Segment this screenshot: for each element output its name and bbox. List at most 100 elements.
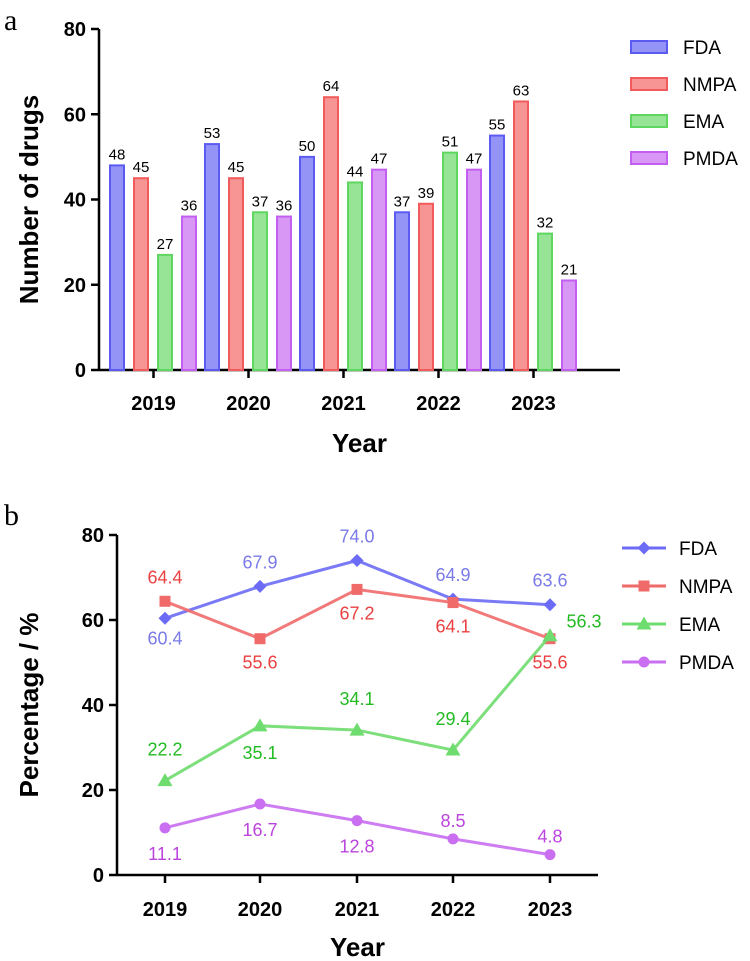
bar-value-label: 63 <box>513 82 530 99</box>
point-nmpa-2021 <box>351 583 363 595</box>
point-fda-2021 <box>350 554 364 567</box>
y-tick-label: 20 <box>82 780 104 802</box>
legend-marker-pmda <box>638 656 650 668</box>
point-ema-2021 <box>349 722 365 736</box>
point-value-label: 8.5 <box>440 811 465 831</box>
point-pmda-2023 <box>544 849 556 861</box>
y-tick-label: 60 <box>64 104 86 126</box>
bar-value-label: 45 <box>228 159 245 176</box>
point-pmda-2020 <box>254 798 266 810</box>
bar-value-label: 39 <box>418 185 435 202</box>
bar-value-label: 64 <box>323 78 340 95</box>
bar-pmda-2022 <box>466 168 482 371</box>
legend-label-pmda: PMDA <box>679 653 734 674</box>
legend-swatch-ema <box>630 114 668 128</box>
bar-value-label: 51 <box>442 134 459 151</box>
x-tick-label: 2020 <box>226 393 271 415</box>
point-value-label: 64.1 <box>435 617 470 637</box>
point-fda-2023 <box>543 598 557 612</box>
point-value-label: 74.0 <box>339 527 374 547</box>
legend-marker-nmpa <box>638 580 650 592</box>
x-axis-title: Year <box>330 932 385 961</box>
panel-a-bar-chart: a 0 20 40 60 80 2019 48 45 27 36 2020 53 45 37 36 2021 50… <box>4 4 738 458</box>
x-tick-label: 2019 <box>131 393 176 415</box>
point-value-label: 12.8 <box>339 837 374 857</box>
bar-value-label: 47 <box>466 151 483 168</box>
legend-swatch-fda <box>630 40 668 54</box>
x-tick-label: 2021 <box>321 393 366 415</box>
panel-letter-b: b <box>4 499 19 532</box>
legend-label-fda: FDA <box>683 38 721 59</box>
bar-value-label: 36 <box>181 198 198 215</box>
bar-pmda-2021 <box>371 168 387 371</box>
bar-value-label: 47 <box>371 151 388 168</box>
y-tick-label: 40 <box>82 695 104 717</box>
point-value-label: 67.2 <box>339 603 374 623</box>
point-value-label: 34.1 <box>339 689 374 709</box>
point-value-label: 11.1 <box>148 844 182 864</box>
bar-nmpa-2019 <box>133 177 149 371</box>
legend-label-fda: FDA <box>679 539 717 560</box>
y-tick-label: 0 <box>93 865 104 887</box>
bar-fda-2020 <box>204 143 220 371</box>
bar-value-label: 37 <box>394 193 411 210</box>
bar-ema-2019 <box>157 253 173 372</box>
bar-ema-2022 <box>442 151 458 371</box>
panel-letter-a: a <box>4 4 17 37</box>
point-value-label: 67.9 <box>242 552 277 572</box>
bar-pmda-2020 <box>276 215 292 371</box>
point-ema-2023 <box>542 628 558 642</box>
bar-ema-2021 <box>347 181 363 371</box>
point-value-label: 4.8 <box>537 827 562 847</box>
bar-fda-2022 <box>394 211 410 371</box>
point-pmda-2019 <box>159 822 171 834</box>
point-value-label: 56.3 <box>566 612 601 632</box>
legend-label-pmda: PMDA <box>683 149 738 170</box>
point-ema-2020 <box>252 718 268 732</box>
y-axis-title: Percentage / % <box>14 613 44 798</box>
bar-fda-2019 <box>109 164 125 371</box>
bar-fda-2023 <box>489 134 505 371</box>
y-tick-label: 40 <box>64 190 86 212</box>
legend-label-nmpa: NMPA <box>683 75 737 96</box>
point-value-label: 63.6 <box>532 571 567 591</box>
bar-value-label: 48 <box>109 146 126 163</box>
y-tick-label: 80 <box>64 19 86 41</box>
point-value-label: 55.6 <box>242 653 277 673</box>
panel-b-line-chart: b 0 20 40 60 80 2019 2020 2021 2022 2023 60.4 67.9 74… <box>4 499 734 961</box>
point-nmpa-2022 <box>447 597 459 609</box>
bar-value-label: 21 <box>561 261 578 278</box>
point-value-label: 55.6 <box>532 653 567 673</box>
bar-value-label: 36 <box>276 198 293 215</box>
bar-value-label: 37 <box>252 193 269 210</box>
bar-value-label: 45 <box>133 159 150 176</box>
point-nmpa-2019 <box>159 595 171 607</box>
y-tick-label: 80 <box>82 525 104 547</box>
point-ema-2019 <box>157 773 173 787</box>
y-tick-label: 60 <box>82 610 104 632</box>
x-tick-label: 2023 <box>528 899 573 921</box>
bar-value-label: 53 <box>204 125 221 142</box>
x-tick-label: 2022 <box>431 899 476 921</box>
bar-fda-2021 <box>299 155 315 371</box>
x-tick-label: 2022 <box>416 393 461 415</box>
bar-value-label: 44 <box>347 163 364 180</box>
y-tick-label: 20 <box>64 275 86 297</box>
bar-nmpa-2020 <box>228 177 244 371</box>
bar-pmda-2023 <box>561 279 577 371</box>
y-axis-title: Number of drugs <box>14 95 44 304</box>
legend-label-ema: EMA <box>683 112 725 133</box>
bar-nmpa-2021 <box>323 96 339 371</box>
x-tick-label: 2023 <box>511 393 556 415</box>
bar-value-label: 50 <box>299 138 316 155</box>
point-value-label: 29.4 <box>435 709 470 729</box>
point-value-label: 35.1 <box>242 743 277 763</box>
point-value-label: 16.7 <box>242 820 277 840</box>
x-axis-title: Year <box>332 428 387 458</box>
point-fda-2019 <box>158 611 172 625</box>
bar-nmpa-2023 <box>513 100 529 372</box>
y-tick-label: 0 <box>75 360 86 382</box>
x-tick-label: 2021 <box>335 899 380 921</box>
x-tick-label: 2019 <box>143 899 188 921</box>
